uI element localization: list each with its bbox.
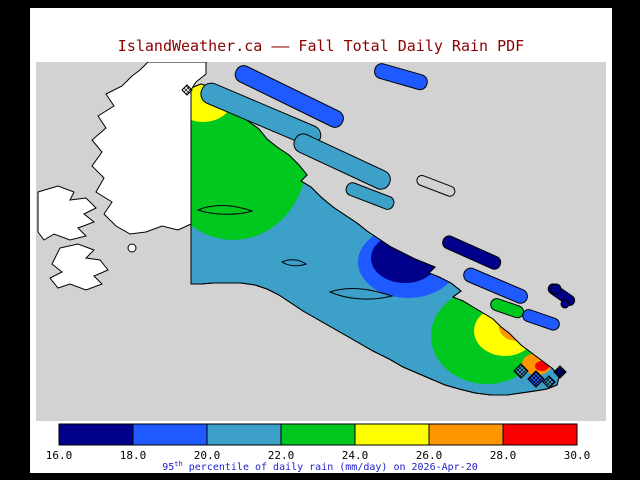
gulf-island	[442, 235, 502, 270]
colorbar-segment	[280, 423, 356, 446]
gulf-island	[463, 267, 528, 304]
lake-outline	[196, 205, 254, 215]
colorbar-tick: 18.0	[120, 449, 147, 462]
colorbar-segment	[132, 423, 208, 446]
mainland-strip	[345, 182, 395, 210]
hatch-marker	[513, 363, 529, 379]
mainland-strip	[234, 65, 344, 128]
mainland-strip	[293, 133, 391, 190]
colorbar: 16.0 18.0 20.0 22.0 24.0 26.0 28.0 30.0	[46, 423, 591, 462]
gulf-islet	[550, 283, 562, 295]
caption-number: 95	[162, 462, 174, 473]
colorbar-segment	[58, 423, 134, 446]
page-title: IslandWeather.ca —— Fall Total Daily Rai…	[118, 37, 524, 55]
caption-rest: percentile of daily rain (mm/day) on 202…	[183, 462, 478, 473]
colorbar-segment	[502, 423, 578, 446]
colorbar-tick: 24.0	[342, 449, 369, 462]
land-no-data-northwest	[91, 62, 207, 235]
colorbar-tick: 16.0	[46, 449, 73, 462]
hatch-marker	[542, 375, 556, 389]
colorbar-segment	[428, 423, 504, 446]
caption-superscript: th	[174, 460, 182, 468]
mainland-strip	[374, 63, 428, 91]
lake-outline	[280, 259, 308, 267]
colorbar-segment	[354, 423, 430, 446]
hatch-marker	[181, 84, 193, 96]
gulf-islet	[560, 299, 570, 309]
colorbar-tick: 30.0	[564, 449, 591, 462]
island-coastline	[190, 83, 560, 396]
colorbar-tick: 28.0	[490, 449, 517, 462]
hatch-marker	[527, 370, 545, 388]
no-data-islet	[127, 243, 137, 253]
land-no-data-west	[37, 185, 97, 241]
land-no-data-west	[49, 243, 109, 291]
colorbar-tick: 26.0	[416, 449, 443, 462]
hatch-marker	[553, 365, 567, 379]
caption: 95th percentile of daily rain (mm/day) o…	[162, 460, 478, 473]
colorbar-tick: 20.0	[194, 449, 221, 462]
no-data-islet	[416, 174, 456, 197]
colorbar-segment	[206, 423, 282, 446]
colorbar-tick: 22.0	[268, 449, 295, 462]
mainland-strip	[200, 82, 322, 147]
lake-outline	[328, 288, 394, 300]
map-area	[36, 62, 606, 421]
